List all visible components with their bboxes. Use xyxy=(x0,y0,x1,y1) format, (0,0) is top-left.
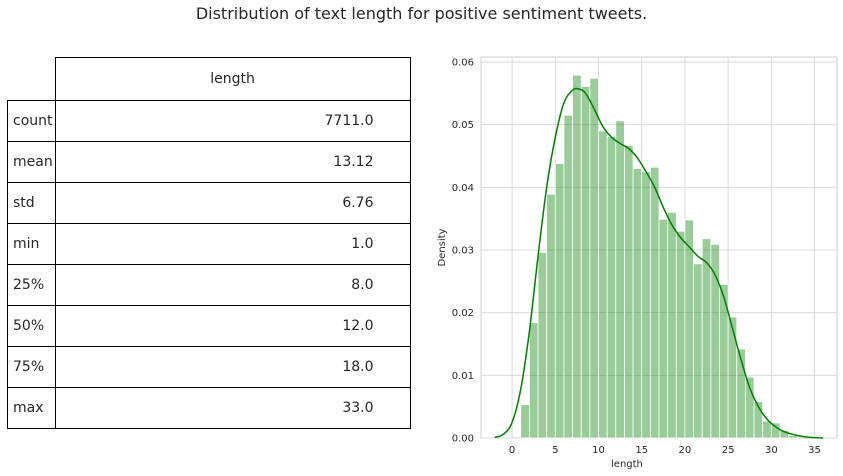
y-tick-label: 0.04 xyxy=(452,183,474,194)
histogram-bar xyxy=(589,77,599,439)
histogram-bar xyxy=(598,130,608,439)
x-tick-label: 0 xyxy=(509,445,515,456)
table-header-row: length xyxy=(8,57,411,101)
y-tick-label: 0.02 xyxy=(452,308,474,319)
histogram-bar xyxy=(606,136,617,439)
table-row: max 33.0 xyxy=(7,387,411,429)
histogram-bar xyxy=(667,212,677,439)
histogram-bar xyxy=(727,316,738,439)
row-value: 18.0 xyxy=(54,346,411,388)
row-value: 1.0 xyxy=(54,223,411,265)
row-value: 7711.0 xyxy=(54,100,411,142)
x-tick-label: 5 xyxy=(552,445,558,456)
y-tick-labels: 0.00 0.01 0.02 0.03 0.04 0.05 0.06 xyxy=(452,58,474,445)
histogram-bar xyxy=(788,435,798,439)
row-label: max xyxy=(7,387,56,429)
table-row: mean 13.12 xyxy=(7,141,411,183)
histogram-bar xyxy=(779,430,790,439)
histogram-bar xyxy=(546,193,556,439)
histogram-bar xyxy=(520,404,530,439)
histogram-bar xyxy=(701,238,712,439)
table-body: count 7711.0 mean 13.12 std 6.76 min 1.0 25% 8.0 5… xyxy=(7,100,411,429)
histogram-bar xyxy=(554,163,565,439)
histogram-bar xyxy=(641,171,651,439)
x-tick-label: 15 xyxy=(635,445,648,456)
table-row: 50% 12.0 xyxy=(7,305,411,347)
x-tick-label: 35 xyxy=(808,445,821,456)
table-corner xyxy=(8,58,56,101)
row-value: 12.0 xyxy=(54,305,411,347)
row-label: std xyxy=(7,182,56,224)
row-value: 8.0 xyxy=(54,264,411,306)
x-tick-label: 10 xyxy=(592,445,605,456)
y-tick-label: 0.00 xyxy=(452,434,474,445)
density-histogram-chart: 0 5 10 15 20 25 30 35 0.000.010.020.030.040.050… xyxy=(437,56,838,470)
x-tick-labels: 0 5 10 15 20 25 30 35 xyxy=(509,445,821,456)
y-tick-label: 0.01 xyxy=(452,371,474,382)
y-tick-label: 0.05 xyxy=(452,120,474,131)
table-row: std 6.76 xyxy=(7,182,411,224)
histogram-bar xyxy=(632,168,643,439)
y-axis-label: Density xyxy=(437,228,448,266)
row-label: 75% xyxy=(7,346,56,388)
y-tick-label: 0.03 xyxy=(452,246,474,257)
histogram-bar xyxy=(710,243,720,439)
histogram-bar xyxy=(615,120,625,439)
x-tick-label: 30 xyxy=(765,445,778,456)
histogram-bar xyxy=(563,114,573,439)
x-tick-label: 25 xyxy=(722,445,735,456)
histogram-bar xyxy=(528,322,539,439)
x-tick-label: 20 xyxy=(679,445,692,456)
histogram-bar xyxy=(693,263,703,439)
histogram-bar xyxy=(753,401,764,439)
histogram-bar xyxy=(762,420,772,439)
row-label: mean xyxy=(7,141,56,183)
histogram-bars xyxy=(520,74,798,439)
histogram-bar xyxy=(624,144,634,439)
row-value: 6.76 xyxy=(54,182,411,224)
summary-table: length count 7711.0 mean 13.12 std 6.76 min 1.0… xyxy=(7,57,411,429)
histogram-bar xyxy=(580,86,591,439)
row-value: 33.0 xyxy=(54,387,411,429)
column-header-length: length xyxy=(54,57,411,101)
row-value: 13.12 xyxy=(54,141,411,183)
table-row: 25% 8.0 xyxy=(7,264,411,306)
row-label: 50% xyxy=(7,305,56,347)
histogram-bar xyxy=(675,230,686,439)
table-row: min 1.0 xyxy=(7,223,411,265)
figure-title: Distribution of text length for positive… xyxy=(195,4,648,23)
table-row: count 7711.0 xyxy=(7,100,411,142)
row-label: min xyxy=(7,223,56,265)
y-tick-label: 0.06 xyxy=(452,58,474,69)
histogram-bar xyxy=(684,219,694,439)
table-row: 75% 18.0 xyxy=(7,346,411,388)
histogram-bar xyxy=(572,74,582,439)
row-label: 25% xyxy=(7,264,56,306)
histogram-bar xyxy=(658,218,669,439)
row-label: count xyxy=(7,100,56,142)
x-axis-label: length xyxy=(611,459,643,470)
histogram-bar xyxy=(537,252,548,439)
kde-line xyxy=(494,87,824,439)
histogram-bar xyxy=(649,166,660,439)
